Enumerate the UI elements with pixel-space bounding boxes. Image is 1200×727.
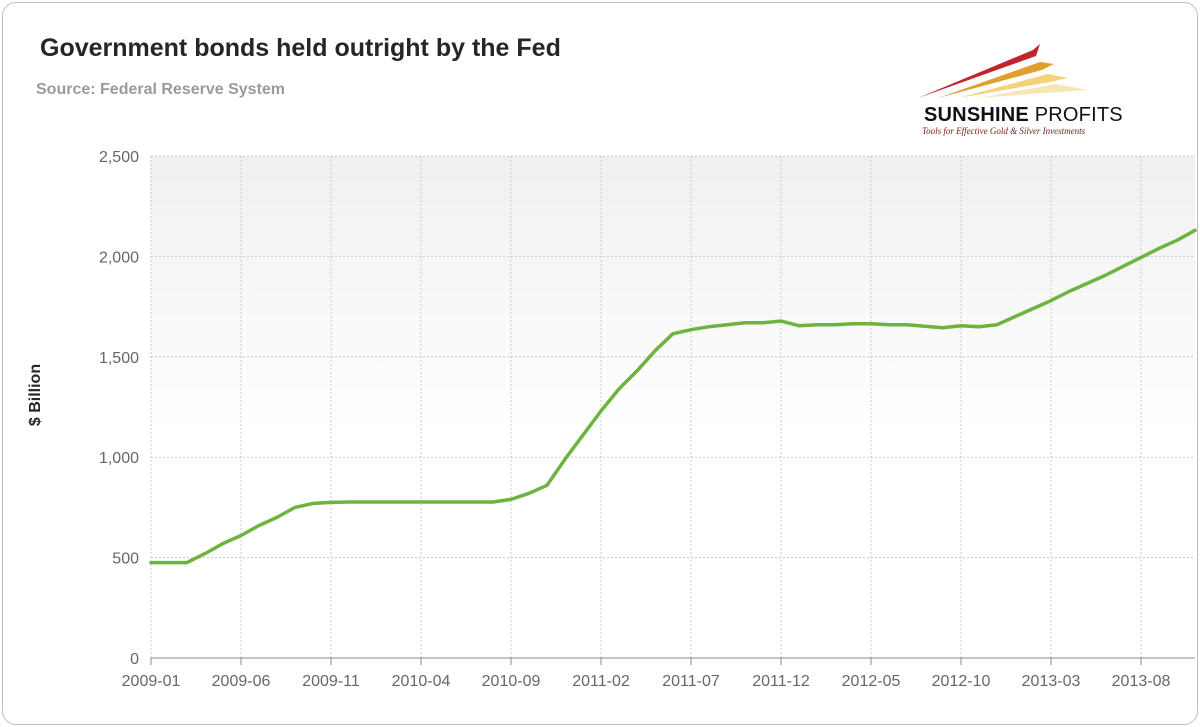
y-tick-label: 2,500 <box>99 149 139 166</box>
logo-brand-light: PROFITS <box>1034 104 1123 126</box>
x-tick-label: 2011-12 <box>752 673 810 690</box>
x-tick-label: 2011-07 <box>662 673 720 690</box>
x-tick-label: 2009-11 <box>302 673 360 690</box>
y-axis-ticks: 0 500 1,000 1,500 2,000 2,500 <box>99 149 139 668</box>
y-tick-label: 2,000 <box>99 249 139 266</box>
x-tick-label: 2013-08 <box>1112 673 1171 690</box>
sunshine-profits-logo: SUNSHINE PROFITS Tools for Effective Gol… <box>918 40 1158 140</box>
x-tick-label: 2012-10 <box>932 673 991 690</box>
x-tick-label: 2011-02 <box>572 673 630 690</box>
sunshine-rays-icon <box>918 44 1088 98</box>
x-tick-label: 2009-06 <box>212 673 271 690</box>
chart-title: Government bonds held outright by the Fe… <box>40 34 561 62</box>
x-tick-label: 2010-04 <box>392 673 451 690</box>
series-line-bonds <box>149 228 1197 565</box>
chart-subtitle: Source: Federal Reserve System <box>36 81 286 98</box>
y-tick-label: 500 <box>112 551 139 568</box>
gridlines <box>150 155 1195 658</box>
logo-wordmark: SUNSHINE PROFITS <box>924 104 1123 127</box>
y-tick-label: 1,000 <box>99 450 139 467</box>
logo-brand-strong: SUNSHINE <box>924 104 1029 126</box>
x-axis-ticks: 2009-01 2009-06 2009-11 2010-04 2010-09 2011-… <box>122 658 1171 690</box>
y-tick-label: 1,500 <box>99 350 139 367</box>
x-tick-label: 2013-03 <box>1022 673 1081 690</box>
logo-tagline: Tools for Effective Gold & Silver Invest… <box>922 126 1086 136</box>
x-tick-label: 2012-05 <box>842 673 901 690</box>
y-tick-label: 0 <box>130 651 139 668</box>
x-tick-label: 2009-01 <box>122 673 181 690</box>
x-tick-label: 2010-09 <box>482 673 541 690</box>
plot-area <box>151 156 1195 658</box>
